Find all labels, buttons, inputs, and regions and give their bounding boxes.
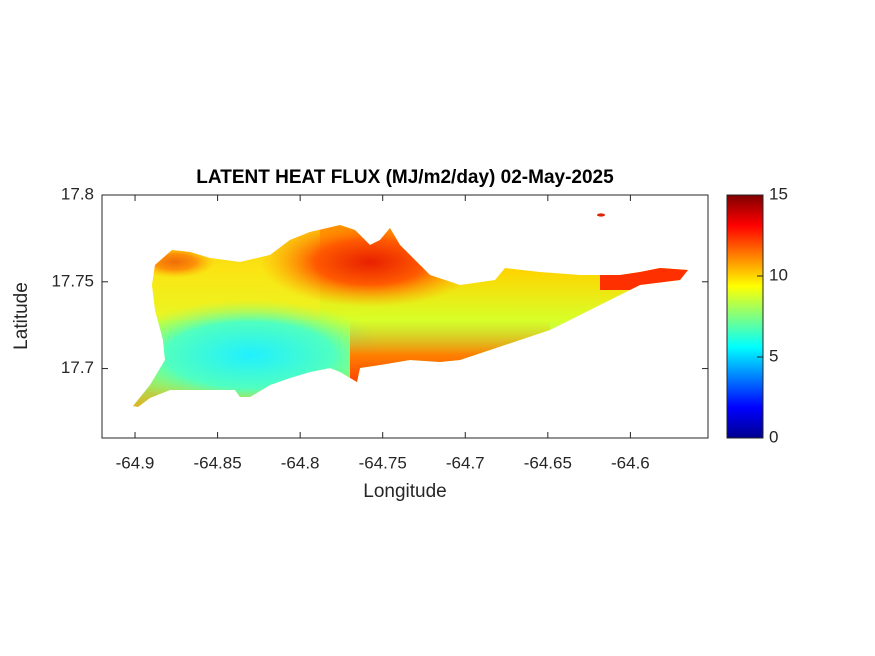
axes-box (101, 194, 709, 439)
islet (597, 213, 605, 217)
y-axis-label: Latitude (11, 282, 32, 350)
x-tick-label: -64.9 (116, 453, 155, 472)
colorbar-tick-label: 0 (769, 427, 778, 446)
x-tick-label: -64.7 (446, 453, 485, 472)
chart-title: LATENT HEAT FLUX (MJ/m2/day) 02-May-2025 (196, 167, 614, 188)
x-tick-label: -64.65 (524, 453, 572, 472)
colorbar (726, 194, 764, 439)
y-tick-label: 17.8 (61, 184, 94, 203)
colorbar-tick-label: 10 (769, 265, 788, 284)
island-raster (133, 225, 688, 407)
x-tick-label: -64.8 (281, 453, 320, 472)
x-tick-label: -64.85 (193, 453, 241, 472)
x-tick-label: -64.75 (359, 453, 407, 472)
colorbar-tick-label: 5 (769, 346, 778, 365)
x-axis-label: Longitude (363, 481, 446, 502)
y-tick-label: 17.7 (61, 358, 94, 377)
y-tick-label: 17.75 (51, 271, 94, 290)
colorbar-tick-label: 15 (769, 184, 788, 203)
x-tick-label: -64.6 (611, 453, 650, 472)
